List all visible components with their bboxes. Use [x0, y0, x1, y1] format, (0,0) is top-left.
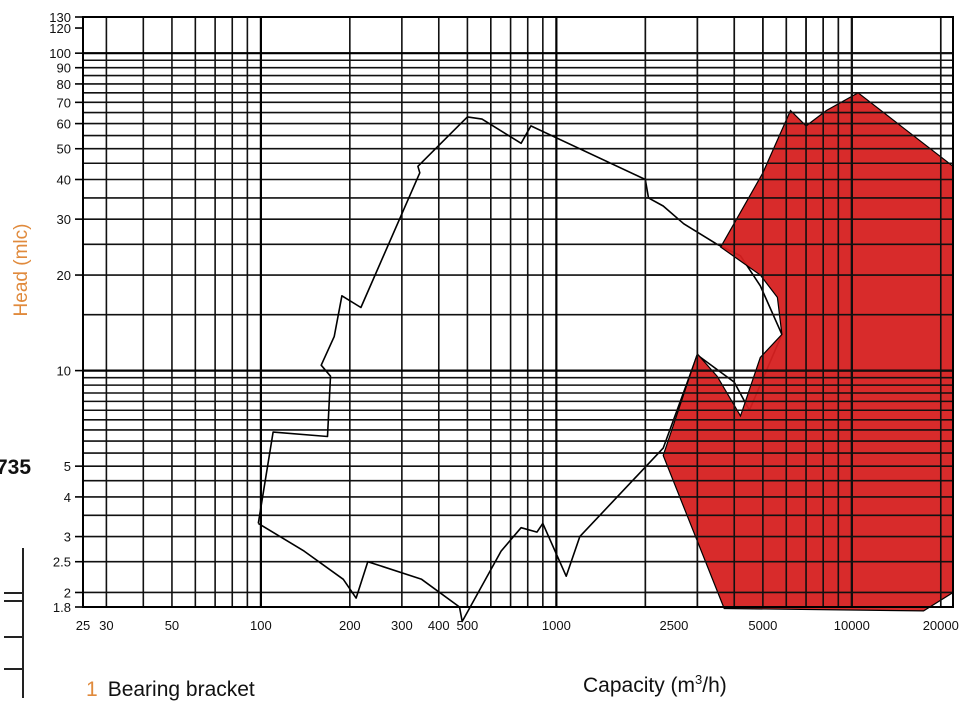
y-tick-label: 100	[49, 46, 71, 61]
y-tick-label: 3	[64, 530, 71, 545]
x-tick-label: 25	[76, 618, 90, 633]
y-tick-label: 40	[57, 172, 71, 187]
x-axis-label-superscript: 3	[695, 672, 703, 687]
x-tick-label: 20000	[923, 618, 959, 633]
x-tick-label: 5000	[748, 618, 777, 633]
x-tick-label: 50	[165, 618, 179, 633]
legend-label: Bearing bracket	[107, 678, 255, 701]
x-tick-label: 400	[428, 618, 450, 633]
y-axis-label-text: Head (mlc)	[11, 223, 32, 317]
y-tick-label: 5	[64, 459, 71, 474]
x-tick-label: 300	[391, 618, 413, 633]
y-tick-label: 2	[64, 585, 71, 600]
y-tick-label: 4	[64, 490, 71, 505]
x-tick-label: 500	[457, 618, 479, 633]
legend-number: 1	[86, 678, 98, 701]
y-tick-label: 2.5	[53, 555, 71, 570]
x-tick-label: 200	[339, 618, 361, 633]
x-tick-label: 1000	[542, 618, 571, 633]
y-tick-label: 30	[57, 212, 71, 227]
x-tick-label: 2500	[659, 618, 688, 633]
side-fragment-drawing	[0, 548, 24, 698]
x-tick-labels: 25 30 50 100 200 300 400 500 1000 2500 5000 10000 20…	[76, 618, 959, 633]
grid-major	[83, 17, 953, 607]
y-axis-label: Head (mlc)	[4, 170, 40, 370]
coverage-area-outline	[257, 116, 783, 623]
plot-border	[82, 16, 954, 608]
coverage-area-filled	[662, 92, 954, 612]
side-fragment-label: 735	[0, 456, 32, 479]
x-axis-label-suffix: /h)	[702, 674, 727, 697]
y-tick-label: 50	[57, 142, 71, 157]
y-tick-label: 20	[57, 268, 71, 283]
y-tick-label: 120	[49, 21, 71, 36]
chart-areas	[257, 92, 954, 623]
plot-frame	[82, 16, 954, 608]
x-tick-label: 10000	[834, 618, 870, 633]
y-tick-label: 1.8	[53, 600, 71, 615]
y-tick-label: 130	[49, 10, 71, 25]
x-axis-label: Capacity (m3/h)	[583, 672, 727, 698]
y-tick-label: 90	[57, 61, 71, 76]
x-tick-label: 100	[250, 618, 272, 633]
y-tick-label: 70	[57, 95, 71, 110]
y-tick-label: 80	[57, 77, 71, 92]
x-axis-label-prefix: Capacity (m	[583, 674, 696, 697]
legend-item: 1 Bearing bracket	[86, 678, 255, 702]
y-tick-label: 60	[57, 117, 71, 132]
y-tick-label: 10	[57, 364, 71, 379]
x-tick-label: 30	[99, 618, 113, 633]
